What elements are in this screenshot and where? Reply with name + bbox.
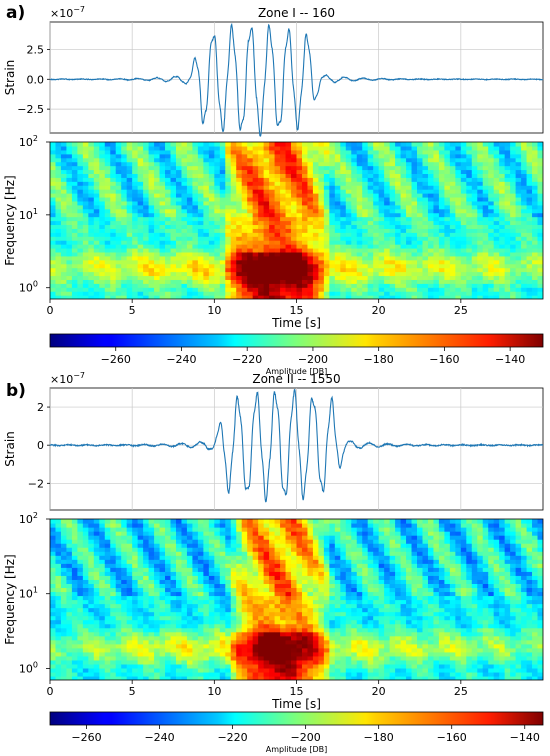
axis-multiplier: ×10−7: [50, 371, 85, 386]
spectrogram-xtick-label: 0: [47, 685, 54, 698]
colorbar-tick-label: −160: [437, 731, 467, 744]
colorbar-tick-label: −220: [217, 731, 247, 744]
waveform-trace: [49, 388, 544, 503]
colorbar-tick-label: −140: [495, 353, 525, 366]
colorbar-tick-label: −220: [232, 353, 262, 366]
spectrogram-ylabel: Frequency [Hz]: [3, 554, 17, 645]
waveform-ytick-label: 2: [37, 401, 44, 414]
spectrogram-ytick-label: 102: [19, 511, 38, 526]
spectrogram-xtick-label: 5: [129, 685, 136, 698]
colorbar-tick-label: −200: [298, 353, 328, 366]
colorbar-label: Amplitude [DB]: [266, 745, 327, 754]
spectrogram-ytick-label: 100: [19, 280, 38, 295]
colorbar-tick-label: −240: [166, 353, 196, 366]
waveform-ylabel: Strain: [3, 60, 17, 96]
spectrogram-xtick-label: 10: [207, 304, 221, 317]
spectrogram-ylabel: Frequency [Hz]: [3, 175, 17, 266]
spectrogram-xtick-label: 5: [129, 304, 136, 317]
colorbar-tick-label: −180: [364, 731, 394, 744]
panel-title: Zone I -- 160: [258, 6, 335, 20]
colorbar-tick-label: −260: [101, 353, 131, 366]
colorbar-tick-label: −200: [291, 731, 321, 744]
spectrogram-ytick-label: 101: [19, 207, 38, 222]
spectrogram-xtick-label: 10: [207, 685, 221, 698]
axis-multiplier: ×10−7: [50, 5, 85, 20]
waveform-ytick-label: −2.5: [17, 103, 44, 116]
colorbar-label: Amplitude [DB]: [266, 367, 327, 376]
panel-b: b)Zone II -- 1550×10−720−2Strain10210110…: [3, 371, 544, 754]
colorbar-tick-label: −180: [364, 353, 394, 366]
spectrogram-xtick-label: 25: [454, 304, 468, 317]
colorbar-tick-label: −240: [144, 731, 174, 744]
spectrogram-xlabel: Time [s]: [271, 697, 321, 711]
colorbar-tick-label: −160: [429, 353, 459, 366]
spectrogram-ytick-label: 102: [19, 134, 38, 149]
spectrogram-ytick-label: 101: [19, 586, 38, 601]
colorbar: [49, 333, 544, 348]
waveform-trace: [49, 22, 544, 137]
waveform-ylabel: Strain: [3, 431, 17, 467]
colorbar: [49, 711, 544, 726]
spectrogram-ytick-label: 100: [19, 660, 38, 675]
waveform-ytick-label: 2.5: [27, 43, 45, 56]
colorbar-tick-label: −140: [510, 731, 540, 744]
spectrogram-heatmap: [50, 519, 543, 680]
spectrogram-xtick-label: 20: [372, 304, 386, 317]
spectrogram-xlabel: Time [s]: [271, 316, 321, 330]
spectrogram-xtick-label: 0: [47, 304, 54, 317]
spectrogram-xtick-label: 15: [290, 685, 304, 698]
spectrogram-xtick-label: 15: [290, 304, 304, 317]
waveform-ytick-label: 0: [37, 439, 44, 452]
panel-title: Zone II -- 1550: [252, 372, 340, 386]
waveform-ytick-label: 0.0: [27, 73, 45, 86]
panel-label: a): [6, 3, 25, 23]
colorbar-tick-label: −260: [71, 731, 101, 744]
waveform-ytick-label: −2: [28, 477, 44, 490]
spectrogram-heatmap: [50, 142, 543, 299]
spectrogram-xtick-label: 20: [372, 685, 386, 698]
spectrogram-xtick-label: 25: [454, 685, 468, 698]
panel-label: b): [6, 381, 26, 401]
